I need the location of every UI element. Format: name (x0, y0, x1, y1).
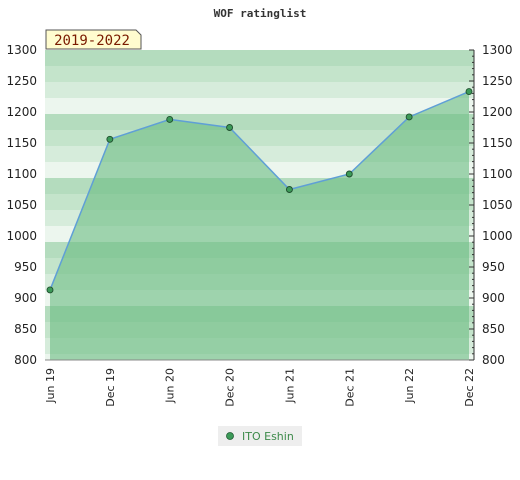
x-tick-label: Dec 21 (343, 368, 356, 407)
y-tick-label-left: 950 (14, 260, 37, 274)
y-tick-label-right: 1150 (482, 136, 513, 150)
y-tick-label-right: 1100 (482, 167, 513, 181)
y-tick-label-right: 800 (482, 353, 505, 367)
y-tick-label-left: 800 (14, 353, 37, 367)
y-tick-label-right: 950 (482, 260, 505, 274)
background-band (45, 50, 474, 66)
y-tick-label-left: 1250 (6, 74, 37, 88)
y-tick-label-left: 900 (14, 291, 37, 305)
data-point (226, 124, 234, 131)
y-tick-label-left: 850 (14, 322, 37, 336)
data-point (285, 186, 293, 193)
data-point (106, 135, 114, 143)
legend-marker (226, 432, 234, 440)
y-tick-label-left: 1150 (6, 136, 37, 150)
y-tick-label-right: 1200 (482, 105, 513, 119)
data-point (405, 113, 413, 121)
x-tick-label: Jun 22 (403, 368, 416, 404)
background-band (45, 98, 474, 114)
y-tick-label-right: 1300 (482, 43, 513, 57)
y-tick-label-right: 1000 (482, 229, 513, 243)
y-tick-label-right: 1050 (482, 198, 513, 212)
y-axis-left-ticks: 800 850 900 950 1000 1050 1100 1150 1200 1250 1300 (6, 43, 37, 367)
data-point (46, 286, 54, 294)
rating-area (50, 91, 469, 360)
series-area (50, 91, 469, 360)
data-point (345, 170, 353, 178)
x-tick-label: Dec 19 (104, 368, 117, 407)
y-tick-label-left: 1100 (6, 167, 37, 181)
y-tick-label-left: 1050 (6, 198, 37, 212)
y-axis-right-ticks: 800 850 900 950 1000 1050 1100 1150 1200 1250 1300 (469, 43, 513, 367)
x-tick-label: Jun 19 (44, 368, 57, 404)
x-tick-label: Jun 21 (283, 368, 296, 404)
series-line (49, 90, 470, 291)
data-point (465, 88, 473, 95)
y-tick-label-right: 900 (482, 291, 505, 305)
x-axis-ticks: Jun 19 Dec 19 Jun 20 Dec 20 Jun 21 Dec 21 Jun … (44, 368, 476, 407)
rating-line (49, 90, 470, 291)
legend: ITO Eshin (218, 426, 302, 446)
data-point (166, 115, 174, 123)
y-tick-label-left: 1200 (6, 105, 37, 119)
period-label-box: 2019-2022 (45, 29, 142, 50)
background-band (45, 82, 474, 98)
background-band (45, 66, 474, 82)
y-tick-label-left: 1000 (6, 229, 37, 243)
y-tick-label-right: 850 (482, 322, 505, 336)
y-tick-label-left: 1300 (6, 43, 37, 57)
x-tick-label: Jun 20 (164, 368, 177, 404)
x-tick-label: Dec 20 (224, 368, 237, 407)
chart-title: WOF ratinglist (214, 7, 307, 20)
x-tick-label: Dec 22 (463, 368, 476, 407)
y-tick-label-right: 1250 (482, 74, 513, 88)
legend-series-name: ITO Eshin (242, 430, 294, 443)
period-label: 2019-2022 (54, 33, 130, 49)
rating-points (46, 88, 473, 294)
